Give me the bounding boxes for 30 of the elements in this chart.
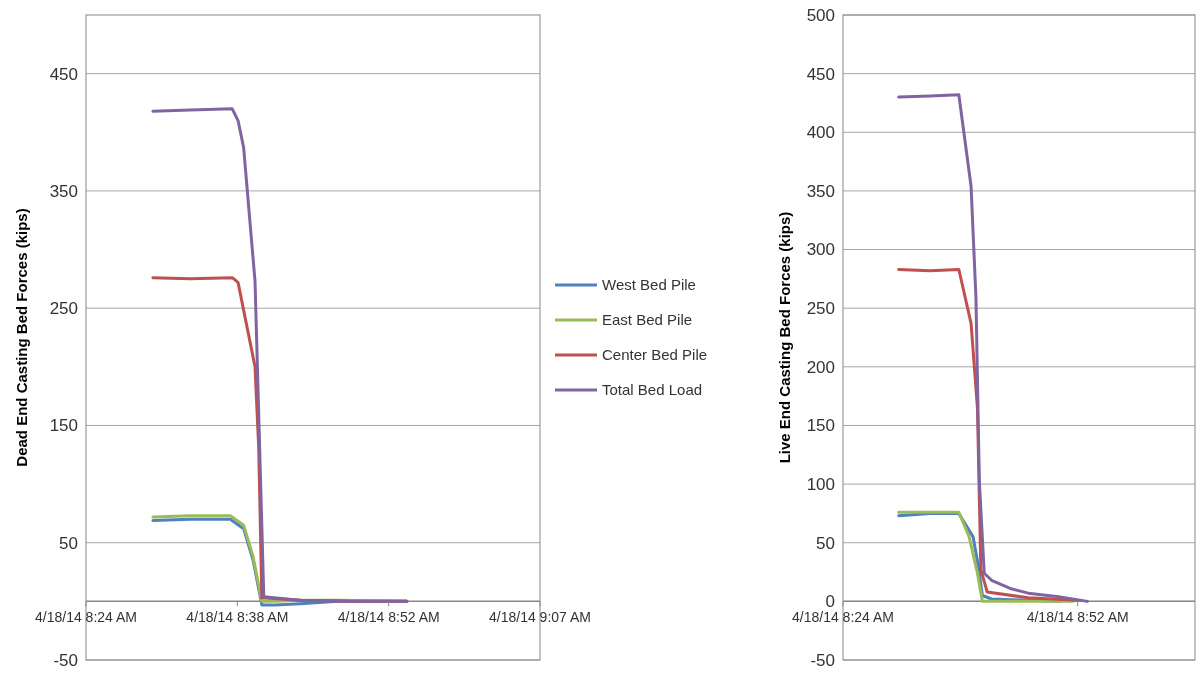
y-tick-label: 450: [49, 64, 78, 84]
x-tick-label: 4/18/14 8:52 AM: [337, 609, 440, 626]
y-tick-label: 300: [806, 240, 835, 260]
y-tick-label: -50: [53, 650, 78, 670]
x-tick-label: 4/18/14 8:52 AM: [1026, 609, 1129, 626]
legend-label: East Bed Pile: [602, 311, 693, 329]
legend-label: Total Bed Load: [602, 381, 703, 399]
legend-label: Center Bed Pile: [602, 346, 708, 364]
x-tick-label: 4/18/14 8:38 AM: [186, 609, 289, 626]
y-tick-label: 350: [806, 181, 835, 201]
legend-label: West Bed Pile: [602, 276, 696, 294]
y-tick-label: 400: [806, 123, 835, 143]
y-tick-label: 500: [806, 5, 835, 25]
x-tick-label: 4/18/14 8:24 AM: [35, 609, 137, 626]
y-tick-label: 250: [49, 299, 78, 319]
y-tick-label: 100: [806, 475, 835, 495]
y-tick-label: 350: [49, 181, 78, 201]
x-tick-label: 4/18/14 8:24 AM: [792, 609, 894, 626]
y-tick-label: 150: [806, 416, 835, 436]
y-tick-label: 250: [806, 299, 835, 319]
y-tick-label: -50: [810, 650, 835, 670]
y-tick-label: 0: [825, 592, 835, 612]
y-tick-label: 200: [806, 357, 835, 377]
y-tick-label: 450: [806, 64, 835, 84]
y-tick-label: 50: [59, 533, 78, 553]
y-tick-label: 50: [816, 533, 835, 553]
y-axis-title: Live End Casting Bed Forces (kips): [776, 211, 794, 464]
y-axis-title: Dead End Casting Bed Forces (kips): [13, 208, 31, 467]
y-tick-label: 150: [49, 416, 78, 436]
x-tick-label: 4/18/14 9:07 AM: [489, 609, 591, 626]
